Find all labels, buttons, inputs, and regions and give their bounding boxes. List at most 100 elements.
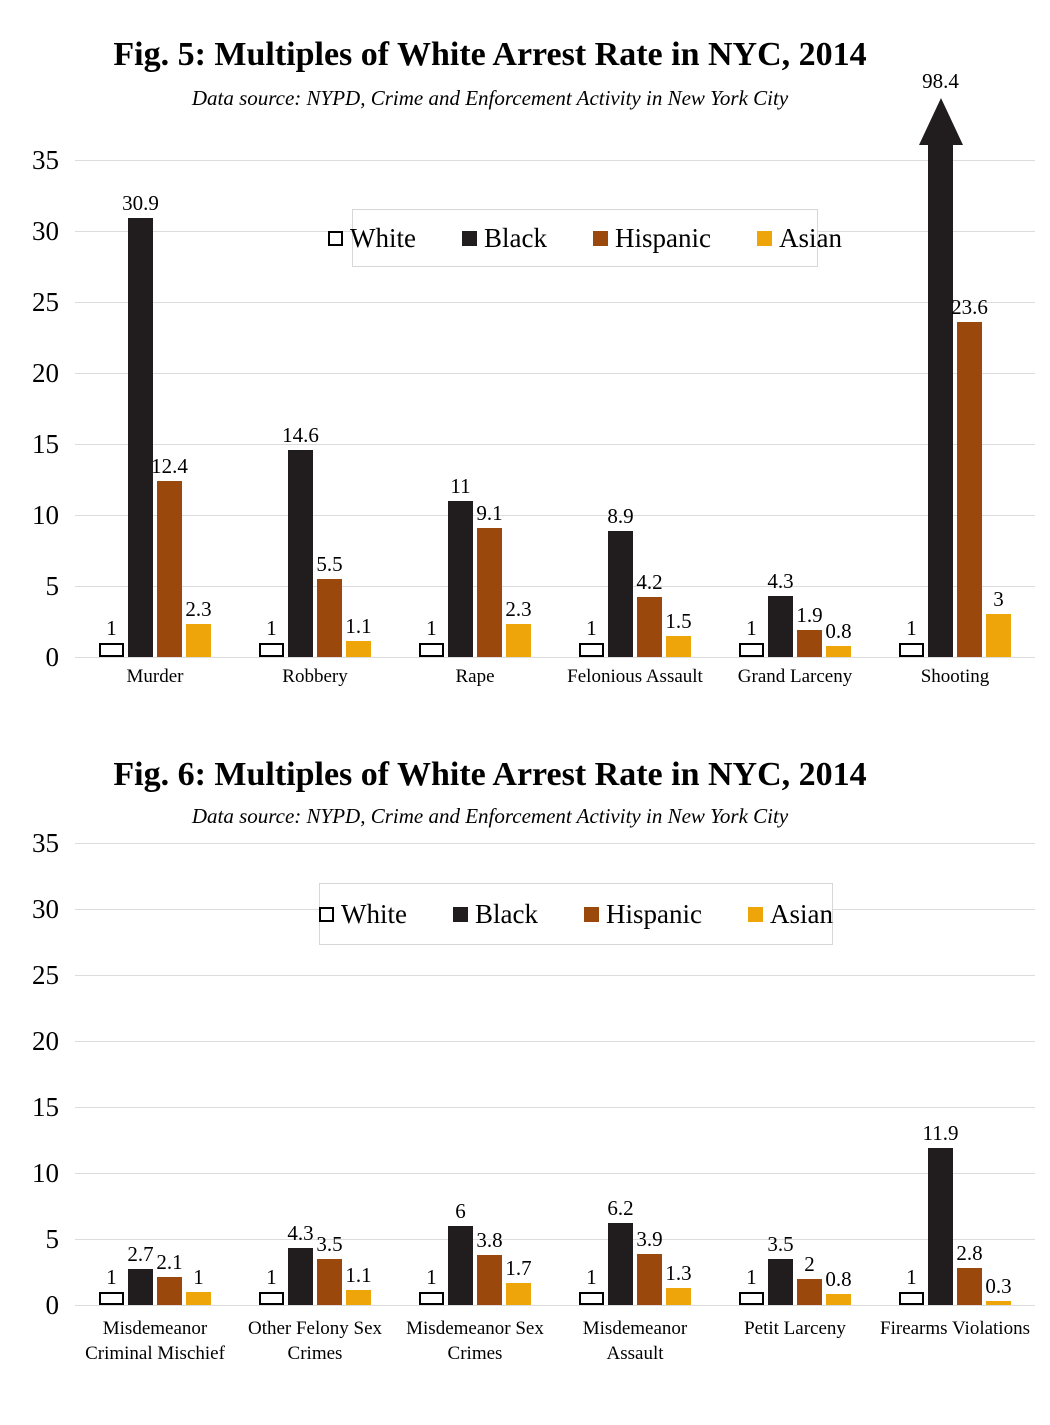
overflow-arrow-icon <box>918 98 963 145</box>
x-axis-category-label: Murder <box>126 666 184 687</box>
gridline <box>75 1238 1035 1240</box>
bar-hispanic-misdemeanor-sex-crimes <box>477 1254 502 1305</box>
bar-asian-rape <box>506 624 531 657</box>
bar-hispanic-firearms-violations <box>957 1268 982 1305</box>
y-axis-tick-label: 30 <box>32 216 59 246</box>
bar-value-label: 1 <box>746 615 757 640</box>
bar-value-label: 2.8 <box>956 1241 983 1266</box>
bar-asian-misdemeanor-assault <box>666 1287 691 1305</box>
bar-value-label: 1 <box>906 615 917 640</box>
bar-value-label: 30.9 <box>122 191 159 216</box>
bar-asian-misdemeanor-sex-crimes <box>506 1282 531 1305</box>
bar-hispanic-grand-larceny <box>797 630 822 657</box>
bar-asian-firearms-violations <box>986 1301 1011 1305</box>
legend-label: Black <box>484 223 547 253</box>
gridline <box>75 656 1035 658</box>
bar-value-label: 3.9 <box>636 1226 663 1251</box>
bar-value-label: 3 <box>993 587 1004 612</box>
legend-item-black: Black <box>462 223 547 253</box>
bar-hispanic-murder <box>157 480 182 657</box>
bar-black-felonious-assault <box>608 530 633 657</box>
bar-black-other-felony-sex-crimes <box>288 1248 313 1305</box>
bar-value-label: 1 <box>193 1264 204 1289</box>
y-axis-tick-label: 25 <box>32 287 59 317</box>
bar-asian-shooting <box>986 614 1011 657</box>
bar-white-robbery <box>259 642 284 657</box>
bar-asian-petit-larceny <box>826 1294 851 1305</box>
bar-value-label: 12.4 <box>151 453 188 478</box>
bar-white-petit-larceny <box>739 1291 764 1305</box>
y-axis-tick-label: 10 <box>32 500 59 530</box>
legend-item-asian: Asian <box>747 899 833 929</box>
bar-hispanic-misdemeanor-assault <box>637 1253 662 1305</box>
bar-black-misdemeanor-criminal-mischief <box>128 1269 153 1305</box>
bar-value-label: 1.7 <box>505 1255 532 1280</box>
bar-white-firearms-violations <box>899 1291 924 1305</box>
bar-value-label: 1.1 <box>345 1263 372 1288</box>
legend-swatch-hispanic-icon <box>584 906 599 922</box>
bar-value-label: 11 <box>450 473 471 498</box>
x-axis-category-label: Misdemeanor Assault <box>582 1318 688 1364</box>
gridline <box>75 1040 1035 1042</box>
bar-black-rape <box>448 500 473 657</box>
bar-value-label: 4.3 <box>767 568 794 593</box>
bar-white-misdemeanor-criminal-mischief <box>99 1291 124 1305</box>
gridline <box>75 443 1035 445</box>
bar-value-label: 4.2 <box>636 570 663 595</box>
bar-white-grand-larceny <box>739 642 764 657</box>
gridline <box>75 974 1035 976</box>
bar-value-label: 14.6 <box>282 422 319 447</box>
legend-swatch-white-icon <box>328 230 344 246</box>
legend-swatch-asian-icon <box>756 230 772 246</box>
legend-label: Hispanic <box>615 223 711 253</box>
legend-label: White <box>350 223 417 253</box>
bar-value-label: 2 <box>804 1251 815 1276</box>
bar-white-murder <box>99 642 124 657</box>
gridline <box>75 159 1035 161</box>
chart-fig5: Fig. 5: Multiples of White Arrest Rate i… <box>0 0 1050 712</box>
x-axis-category-label: Rape <box>455 666 495 687</box>
bar-value-label: 11.9 <box>922 1120 959 1145</box>
y-axis-tick-label: 30 <box>32 894 59 924</box>
legend-label: White <box>341 899 408 929</box>
x-axis-category-label: Grand Larceny <box>737 666 853 687</box>
bar-white-other-felony-sex-crimes <box>259 1291 284 1305</box>
bar-value-label: 2.3 <box>185 597 212 622</box>
bar-black-petit-larceny <box>768 1258 793 1305</box>
bar-value-label: 2.3 <box>505 597 532 622</box>
bar-value-label: 0.3 <box>985 1274 1012 1299</box>
legend-item-black: Black <box>453 899 538 929</box>
chart-fig6: Fig. 6: Multiples of White Arrest Rate i… <box>0 712 1050 1425</box>
y-axis-tick-label: 0 <box>45 1290 60 1320</box>
bar-value-label: 2.7 <box>127 1242 154 1267</box>
gridline <box>75 301 1035 303</box>
legend-label: Black <box>475 899 538 929</box>
bar-white-misdemeanor-assault <box>579 1291 604 1305</box>
legend-swatch-black-icon <box>462 230 478 246</box>
bar-value-label: 1 <box>746 1264 757 1289</box>
y-axis-tick-label: 20 <box>32 1026 59 1056</box>
bar-hispanic-misdemeanor-criminal-mischief <box>157 1277 182 1305</box>
bar-hispanic-other-felony-sex-crimes <box>317 1258 342 1305</box>
bar-asian-other-felony-sex-crimes <box>346 1290 371 1305</box>
legend-label: Hispanic <box>606 899 702 929</box>
bar-white-shooting <box>899 642 924 657</box>
bar-value-label: 1 <box>266 1264 277 1289</box>
bar-black-shooting <box>928 145 953 657</box>
legend-swatch-asian-icon <box>747 906 763 922</box>
legend-swatch-white-icon <box>319 906 335 922</box>
bar-black-misdemeanor-assault <box>608 1223 633 1305</box>
legend: White Black Hispanic Asian <box>328 209 842 267</box>
bar-hispanic-felonious-assault <box>637 597 662 657</box>
bar-asian-murder <box>186 624 211 657</box>
bar-asian-robbery <box>346 641 371 657</box>
gridline <box>75 514 1035 516</box>
legend-item-hispanic: Hispanic <box>584 899 702 929</box>
chart-subtitle: Data source: NYPD, Crime and Enforcement… <box>191 804 789 828</box>
legend-item-asian: Asian <box>756 223 842 253</box>
bar-value-label: 23.6 <box>951 294 988 319</box>
legend-item-hispanic: Hispanic <box>593 223 711 253</box>
bar-asian-grand-larceny <box>826 645 851 657</box>
legend: White Black Hispanic Asian <box>319 883 833 945</box>
y-axis-tick-label: 15 <box>32 429 59 459</box>
